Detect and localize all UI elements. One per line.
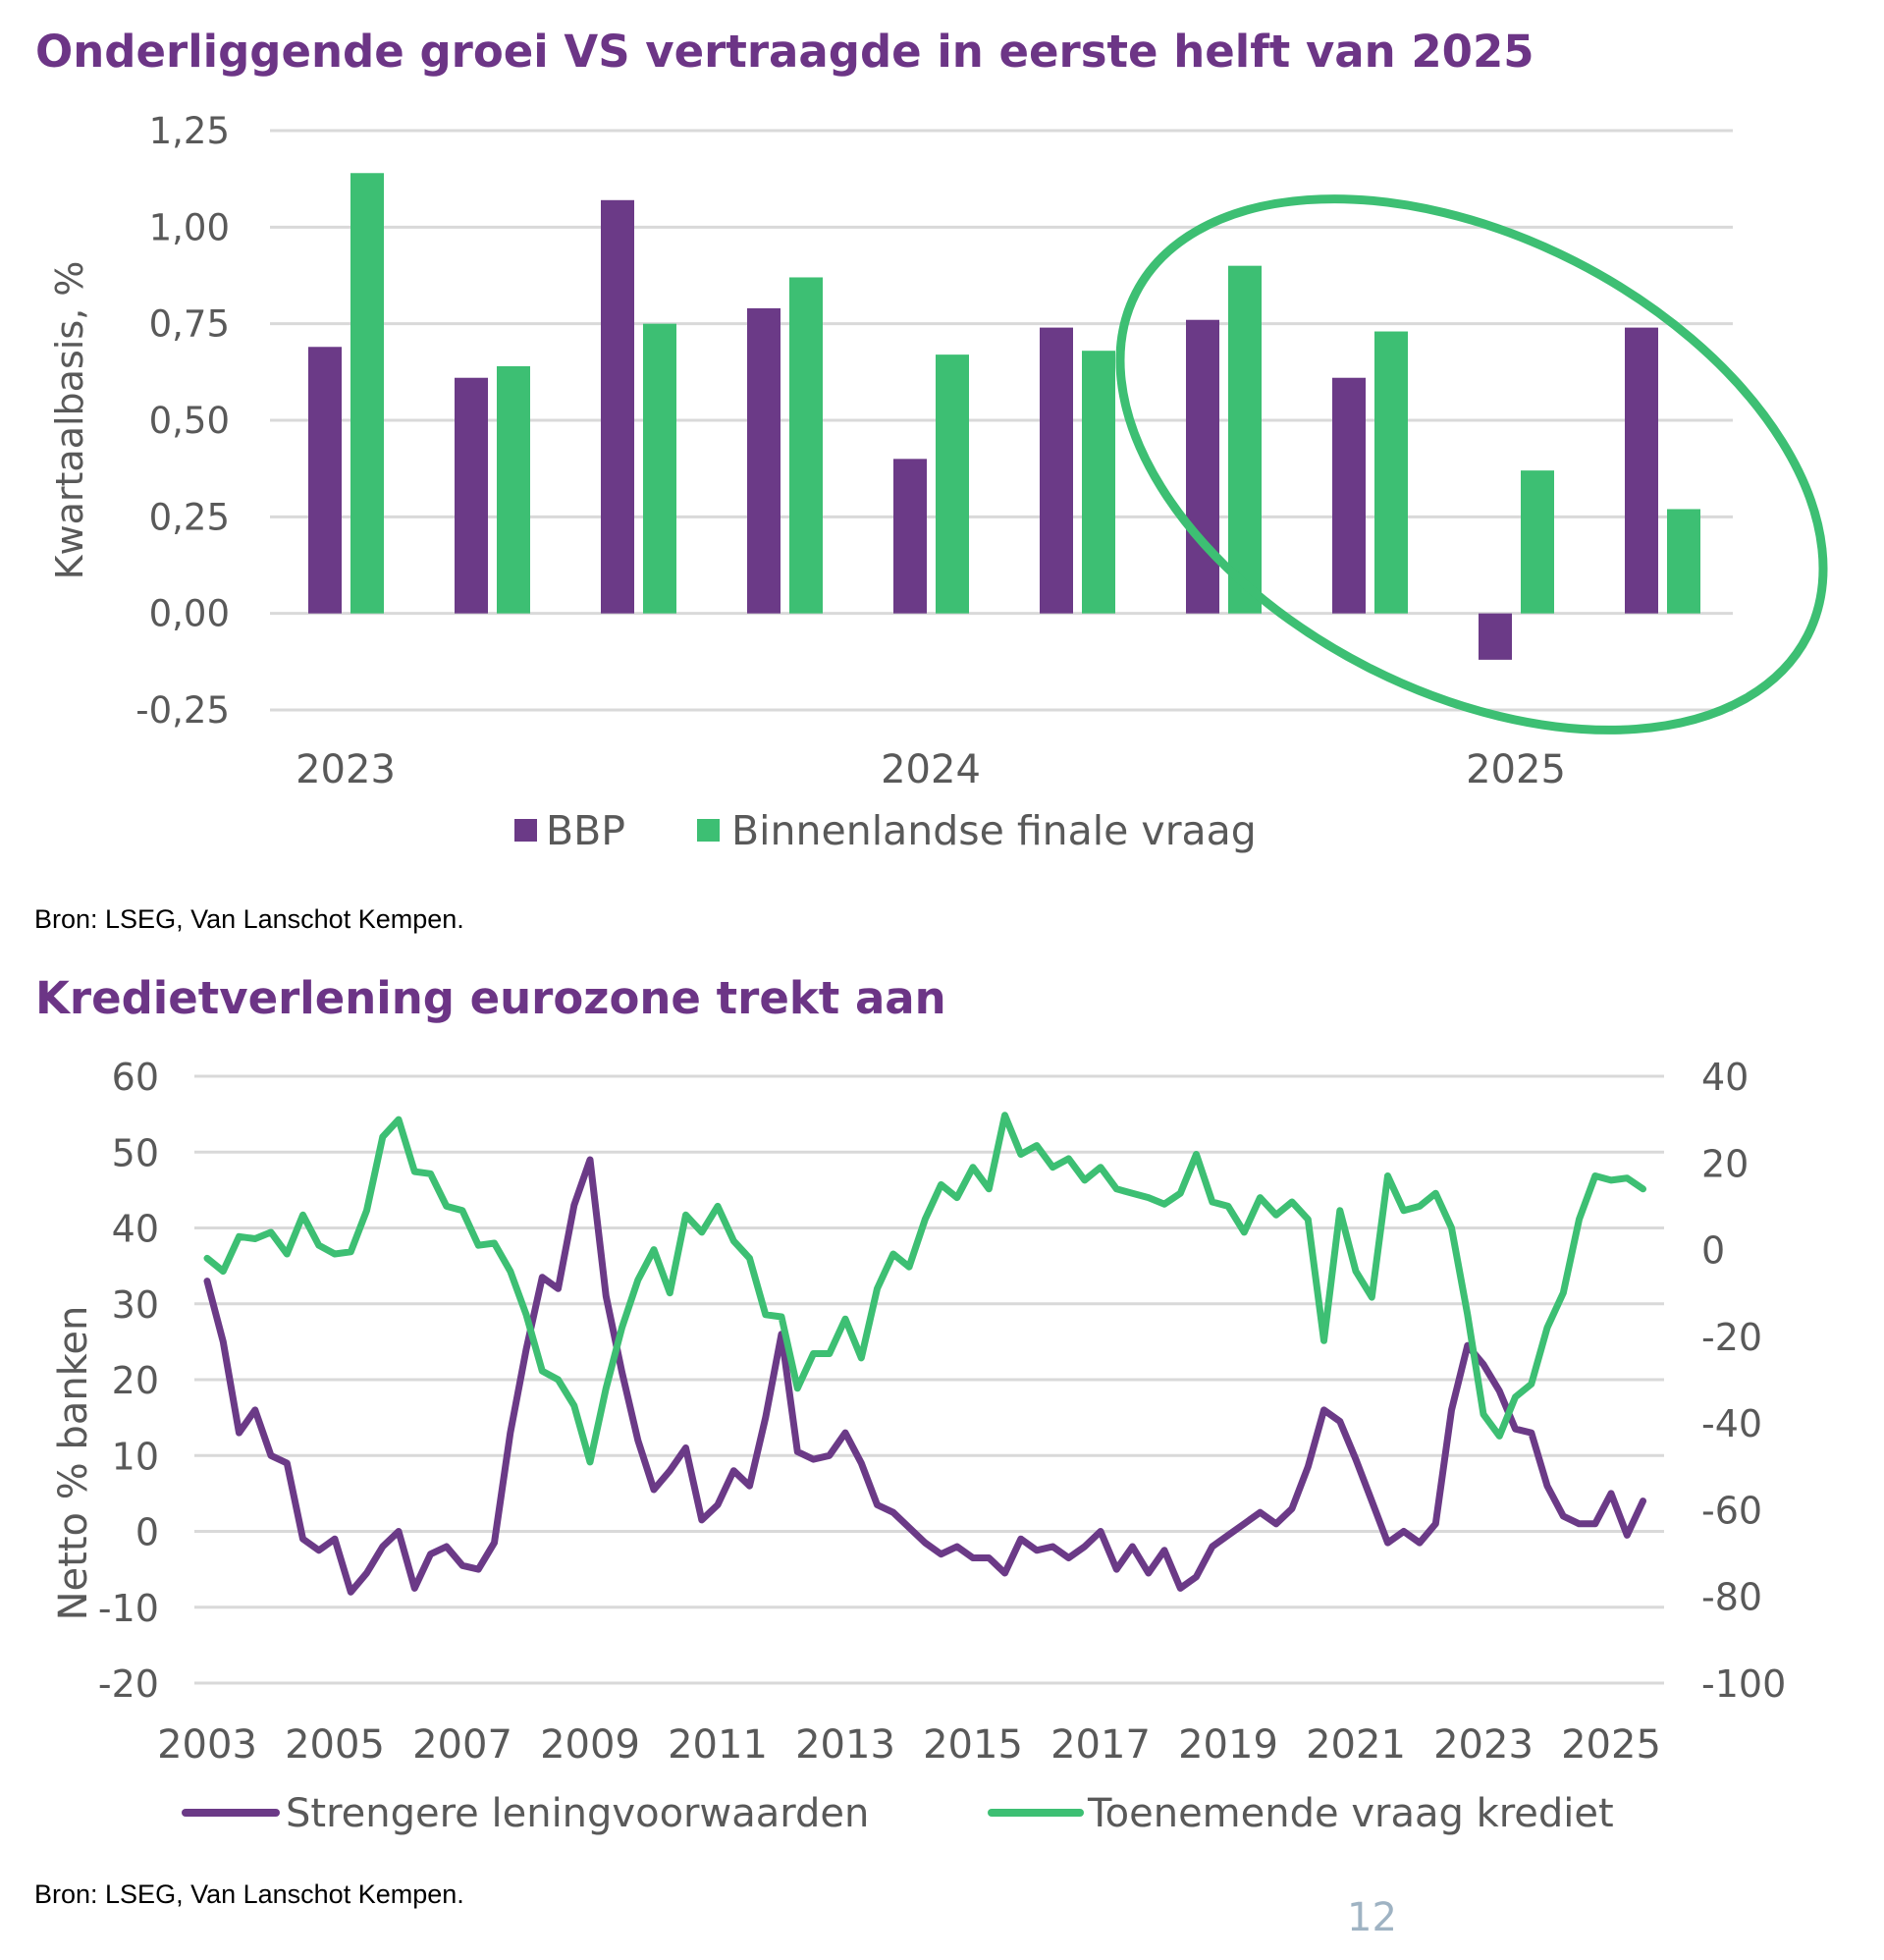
y-tick-label: 10 [112,1435,159,1478]
bbp-bar [1186,319,1219,614]
bbp-bar [1040,327,1073,614]
y-tick-label: 0,25 [149,496,230,538]
x-tick-label: 2017 [1050,1722,1151,1768]
x-tick-label: 2003 [157,1722,257,1768]
y-tick-label: 20 [112,1359,159,1402]
y-tick-label: 40 [112,1208,159,1251]
bbp-bar [1625,327,1658,614]
y2-tick-label: -40 [1701,1402,1762,1445]
line-chart-source: Bron: LSEG, Van Lanschot Kempen. [34,1879,464,1909]
y2-tick-label: -100 [1701,1662,1786,1706]
y-tick-label: 50 [112,1131,159,1174]
x-tick-label: 2023 [1433,1722,1534,1768]
x-tick-label: 2013 [795,1722,895,1768]
y-tick-label: 0 [135,1511,159,1554]
x-tick-label: 2021 [1306,1722,1406,1768]
strengere-leningvoorwaarden-line [203,1156,1646,1596]
x-tick-label: 2007 [412,1722,512,1768]
bbp-bar [747,307,781,614]
x-tick-label: 2025 [1466,747,1566,792]
binnenlandse-vraag-bar [350,173,384,614]
bbp-bar [308,347,342,614]
y-tick-label: 1,00 [149,206,230,248]
binnenlandse-vraag-bar [1228,265,1262,614]
binnenlandse-vraag-bar [789,277,823,614]
x-tick-label: 2009 [540,1722,640,1768]
x-tick-label: 2015 [923,1722,1023,1768]
bar-chart-source: Bron: LSEG, Van Lanschot Kempen. [34,904,464,934]
binnenlandse-vraag-bar [1082,351,1115,614]
y2-tick-label: -80 [1701,1576,1762,1619]
legend-swatch-bbp [514,819,537,842]
y2-tick-label: 40 [1701,1056,1749,1099]
bbp-bar [893,459,927,614]
x-tick-label: 2023 [296,747,396,792]
bbp-bar [1332,377,1366,614]
legend-label-binnenlandse-vraag: Binnenlandse finale vraag [731,807,1257,854]
y-tick-label: 1,25 [149,110,230,152]
highlight-ellipse [1115,194,1828,735]
y2-tick-label: -60 [1701,1489,1762,1532]
legend-label-strengere: Strengere leningvoorwaarden [286,1791,869,1836]
y-tick-label: 30 [112,1283,159,1327]
y-tick-label: -20 [98,1662,159,1706]
bar-chart-title: Onderliggende groei VS vertraagde in eer… [35,26,1534,78]
y-tick-label: 0,75 [149,303,230,346]
legend-swatch-binnenlandse-vraag [697,819,720,842]
x-tick-label: 2019 [1178,1722,1278,1768]
x-tick-label: 2011 [668,1722,768,1768]
x-tick-label: 2005 [285,1722,385,1768]
bbp-bar [1479,613,1512,660]
legend-label-toenemende: Toenemende vraag krediet [1087,1791,1614,1836]
y-tick-label: 0,00 [149,593,230,635]
x-tick-label: 2025 [1561,1722,1661,1768]
toenemende-vraag-krediet-line [203,1112,1646,1466]
y-tick-label: 60 [112,1056,159,1099]
y2-tick-label: -20 [1701,1316,1762,1359]
bbp-bar [601,199,634,614]
y-tick-label: -10 [98,1587,159,1630]
bbp-bar [455,377,488,614]
binnenlandse-vraag-bar [1667,509,1700,614]
y2-tick-label: 20 [1701,1142,1749,1185]
line-chart-title: Kredietverlening eurozone trekt aan [35,972,946,1024]
y-tick-label: -0,25 [135,689,230,732]
binnenlandse-vraag-bar [497,365,530,614]
y-axis-title: Kwartaalbasis, % [48,261,91,580]
y2-tick-label: 0 [1701,1229,1725,1273]
binnenlandse-vraag-bar [936,354,969,614]
y-axis-title: Netto % banken [51,1306,96,1621]
page-number: 12 [1347,1895,1397,1940]
y-tick-label: 0,50 [149,400,230,442]
binnenlandse-vraag-bar [1374,331,1408,614]
binnenlandse-vraag-bar [643,323,676,614]
legend-label-bbp: BBP [546,807,625,854]
binnenlandse-vraag-bar [1521,470,1554,614]
x-tick-label: 2024 [881,747,981,792]
